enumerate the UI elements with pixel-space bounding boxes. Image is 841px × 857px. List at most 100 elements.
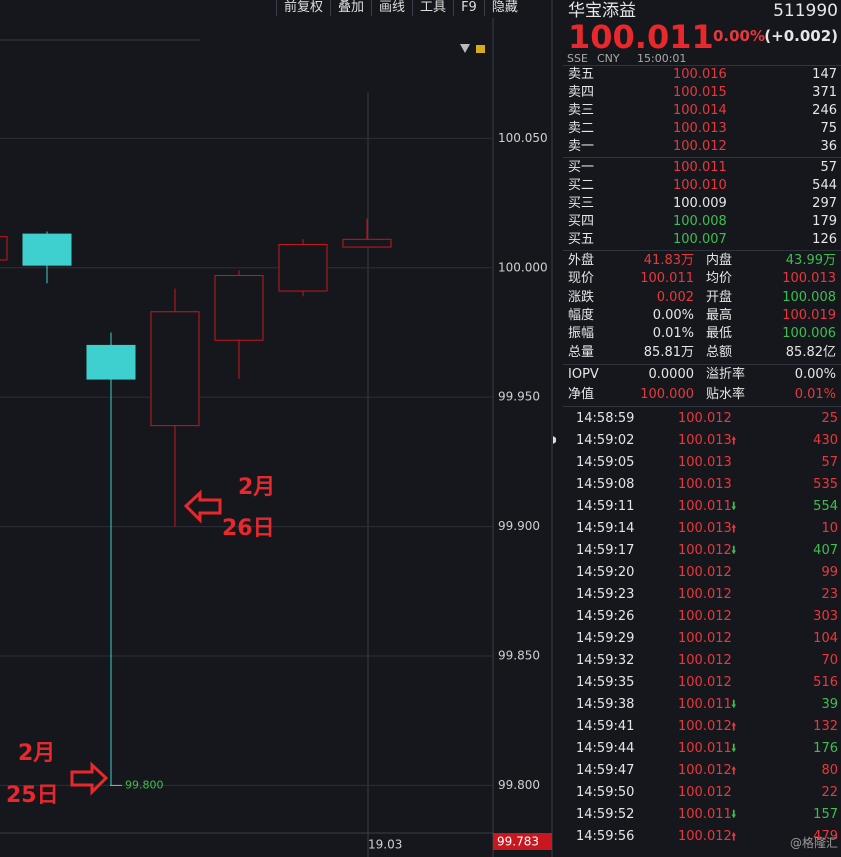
stat-label: 最高 xyxy=(706,307,733,323)
trade-time: 14:59:50 xyxy=(576,785,635,800)
toolbar: 前复权 叠加 画线 工具 F9 隐藏 xyxy=(276,0,525,16)
trade-price: 100.012 xyxy=(678,675,732,690)
trade-volume: 25 xyxy=(821,411,838,426)
trade-arrow-up: 🠙 xyxy=(731,830,737,843)
annotation: 2月 xyxy=(18,741,55,766)
book-label: 卖四 xyxy=(568,85,595,100)
stat-value: 100.011 xyxy=(640,271,694,287)
stat-value: 85.82亿 xyxy=(785,344,836,360)
book-volume: 36 xyxy=(820,139,837,154)
trade-time: 14:59:38 xyxy=(576,697,635,712)
book-volume: 147 xyxy=(812,67,837,82)
lock-icon xyxy=(476,45,485,53)
stat-label: 外盘 xyxy=(568,253,595,268)
stat-value: 100.000 xyxy=(640,387,694,402)
stat-label: 振幅 xyxy=(568,326,595,342)
trade-arrow-up: 🠙 xyxy=(731,764,737,777)
trade-volume: 157 xyxy=(813,807,838,822)
stat-label: 总量 xyxy=(568,344,595,360)
expand-icon xyxy=(553,436,556,444)
stat-value: 43.99万 xyxy=(785,253,836,268)
book-price: 100.014 xyxy=(673,103,727,118)
y-tick-label: 99.900 xyxy=(498,519,540,533)
change: (+0.002) xyxy=(764,27,838,45)
trade-volume: 303 xyxy=(813,609,838,624)
trade-volume: 430 xyxy=(813,433,838,448)
annotation: 2月 xyxy=(238,475,275,500)
separator xyxy=(563,406,841,407)
stat-value: 0.01% xyxy=(794,387,836,402)
trade-volume: 70 xyxy=(821,653,838,668)
trade-price: 100.011 xyxy=(678,807,732,822)
book-volume: 297 xyxy=(812,196,837,211)
stat-value: 100.019 xyxy=(782,307,836,323)
trade-volume: 104 xyxy=(813,631,838,646)
trade-price: 100.012 xyxy=(678,763,732,778)
min-label: 99.800 xyxy=(125,778,164,791)
trade-volume: 57 xyxy=(821,455,838,470)
book-label: 卖五 xyxy=(568,67,595,82)
stat-value: 0.0000 xyxy=(648,367,695,382)
candle-body xyxy=(22,233,72,266)
stat-label: 涨跌 xyxy=(568,289,595,305)
separator xyxy=(563,250,841,251)
trade-price: 100.013 xyxy=(678,477,732,492)
book-volume: 544 xyxy=(812,178,837,193)
trade-time: 14:59:11 xyxy=(576,499,635,514)
y-tick-label: 99.850 xyxy=(498,649,540,663)
annotation-arrow xyxy=(70,761,109,796)
trade-volume: 535 xyxy=(813,477,838,492)
trade-arrow-up: 🠙 xyxy=(731,434,737,447)
trade-price: 100.013 xyxy=(678,521,732,536)
stat-value: 100.013 xyxy=(782,271,836,287)
toolbar-button[interactable]: 前复权 xyxy=(276,0,330,16)
trade-price: 100.012 xyxy=(678,631,732,646)
book-volume: 75 xyxy=(820,121,837,136)
trade-arrow-down: 🠛 xyxy=(731,698,737,711)
separator xyxy=(563,157,841,158)
trade-price: 100.012 xyxy=(678,565,732,580)
x-label: 19.03 xyxy=(368,838,402,852)
stat-label: 溢折率 xyxy=(706,367,746,382)
trade-price: 100.012 xyxy=(678,829,732,844)
toolbar-button[interactable]: 隐藏 xyxy=(483,0,525,16)
annotation: 25日 xyxy=(6,783,59,808)
annotation: 26日 xyxy=(222,516,275,541)
trade-time: 14:59:32 xyxy=(576,653,635,668)
separator xyxy=(563,364,841,365)
currency: CNY xyxy=(597,52,620,65)
toolbar-button[interactable]: F9 xyxy=(453,0,484,16)
book-price: 100.011 xyxy=(673,160,727,175)
trade-time: 14:58:59 xyxy=(576,411,635,426)
trade-time: 14:59:41 xyxy=(576,719,635,734)
toolbar-button[interactable]: 画线 xyxy=(371,0,412,16)
trade-time: 14:59:08 xyxy=(576,477,635,492)
y-tick-label: 100.050 xyxy=(498,131,548,145)
stat-label: 内盘 xyxy=(706,253,733,268)
book-volume: 179 xyxy=(812,214,837,229)
separator xyxy=(563,65,841,66)
book-label: 买一 xyxy=(568,160,595,175)
chart-bg xyxy=(0,0,556,857)
trade-price: 100.012 xyxy=(678,411,732,426)
stat-value: 100.006 xyxy=(782,326,836,342)
book-label: 买二 xyxy=(568,178,595,193)
trade-time: 14:59:17 xyxy=(576,543,635,558)
trade-arrow-down: 🠛 xyxy=(731,808,737,821)
kline-chart: 100.050 100.000 99.950 99.900 99.850 99.800 99… xyxy=(0,0,556,857)
book-label: 买三 xyxy=(568,196,595,211)
book-label: 卖一 xyxy=(568,139,595,154)
trade-arrow-up: 🠙 xyxy=(731,522,737,535)
toolbar-button[interactable]: 叠加 xyxy=(330,0,371,16)
trade-time: 14:59:23 xyxy=(576,587,635,602)
toolbar-button[interactable]: 工具 xyxy=(412,0,453,16)
trade-time: 14:59:52 xyxy=(576,807,635,822)
stat-label: 总额 xyxy=(706,344,733,360)
candle-body xyxy=(278,243,328,292)
book-price: 100.013 xyxy=(673,121,727,136)
candle-body xyxy=(342,238,392,248)
annotation-arrow xyxy=(183,489,222,524)
stat-value: 0.00% xyxy=(794,367,836,382)
candle-body xyxy=(0,236,8,261)
